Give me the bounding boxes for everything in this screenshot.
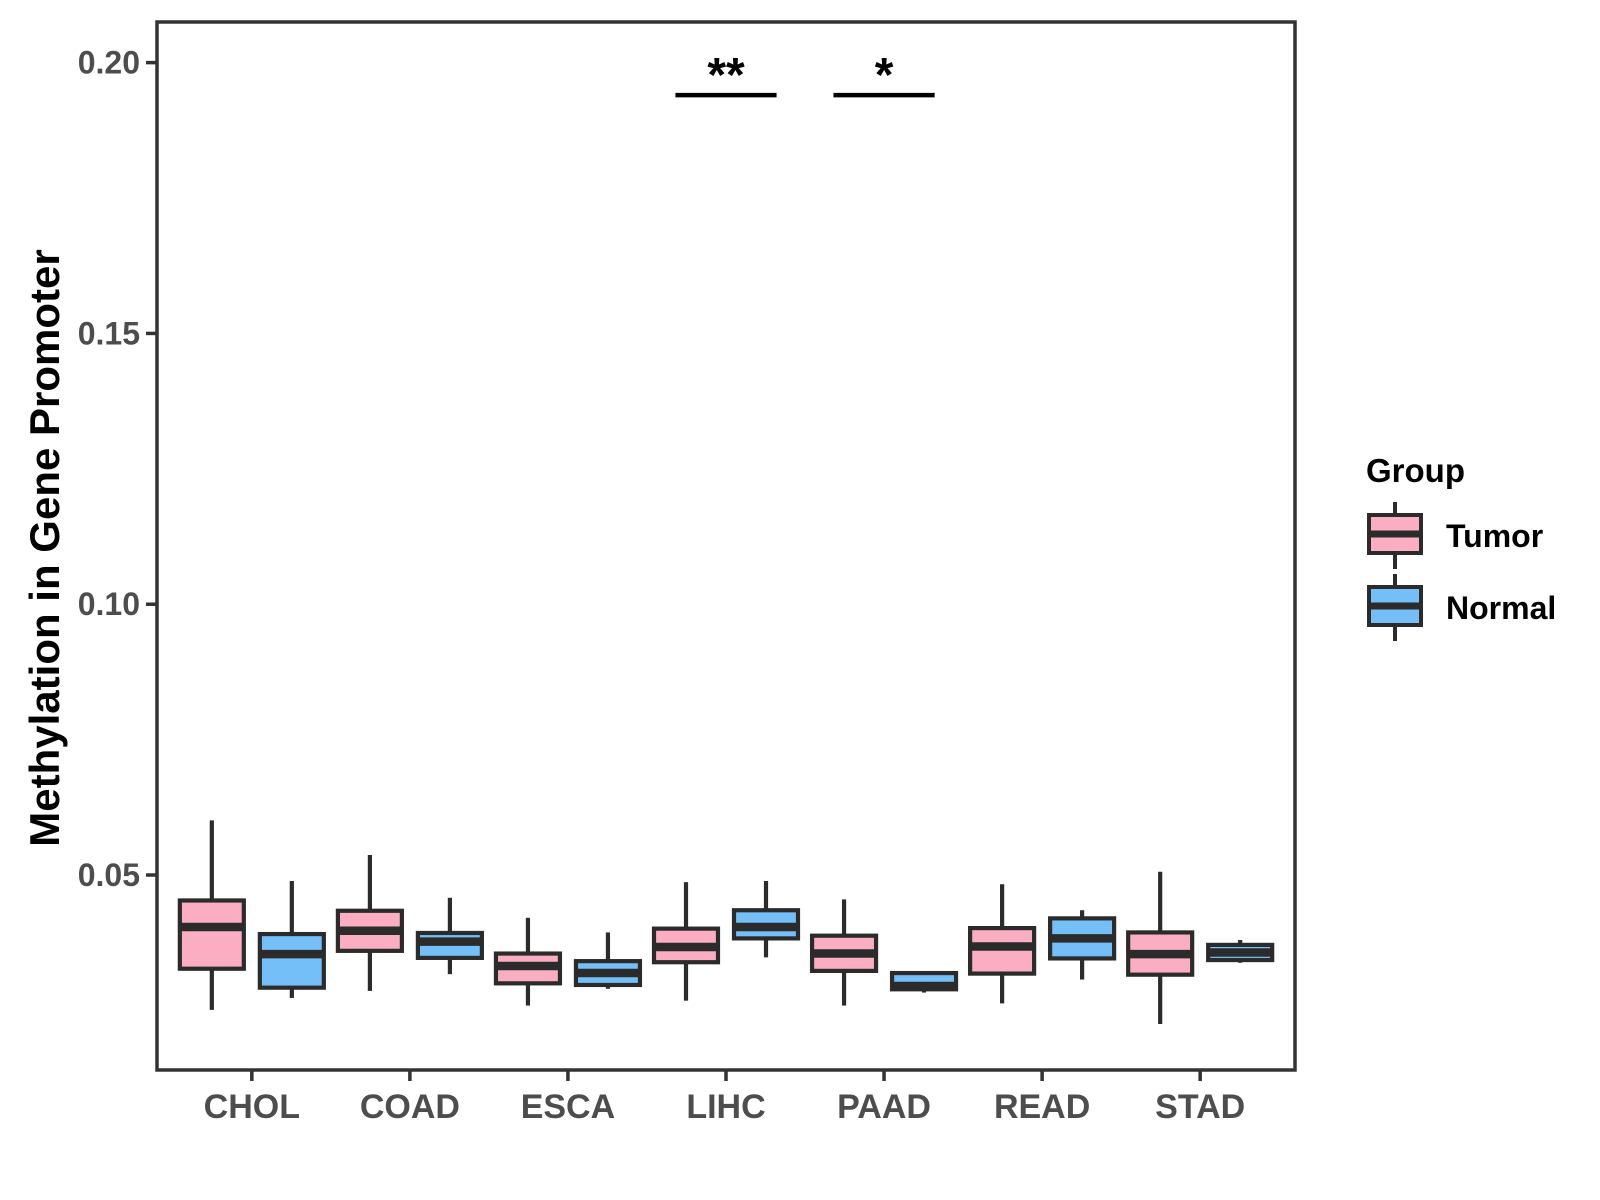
x-tick-label-PAAD: PAAD <box>837 1088 931 1126</box>
x-tick-label-COAD: COAD <box>360 1088 460 1126</box>
legend-title: Group <box>1366 452 1465 489</box>
box-CHOL-Normal <box>257 931 326 990</box>
y-axis-title: Methylation in Gene Promoter <box>21 249 68 847</box>
x-tick-label-READ: READ <box>994 1088 1090 1126</box>
box-CHOL-Tumor <box>177 898 246 971</box>
normal-boxplot-key-icon <box>1367 574 1423 641</box>
x-tick-label-CHOL: CHOL <box>204 1088 300 1126</box>
legend: Group Tumor Normal <box>1366 452 1556 644</box>
legend-label-tumor: Tumor <box>1446 517 1544 554</box>
y-tick-label-0.05: 0.05 <box>78 857 140 893</box>
y-tick-label-0.15: 0.15 <box>78 315 140 351</box>
x-tick-label-STAD: STAD <box>1155 1088 1245 1126</box>
x-tick-label-ESCA: ESCA <box>521 1088 615 1126</box>
box-READ-Tumor <box>968 926 1037 976</box>
legend-item-tumor: Tumor <box>1366 500 1556 572</box>
legend-label-normal: Normal <box>1446 589 1557 626</box>
significance-label-PAAD: * <box>875 49 894 102</box>
y-tick-label-0.20: 0.20 <box>78 45 140 81</box>
x-tick-label-LIHC: LIHC <box>686 1088 765 1126</box>
tumor-boxplot-key-icon <box>1367 502 1423 569</box>
y-tick-label-0.10: 0.10 <box>78 586 140 622</box>
panel-border <box>155 20 1297 1072</box>
significance-label-LIHC: ** <box>707 49 745 102</box>
legend-item-normal: Normal <box>1366 572 1556 644</box>
